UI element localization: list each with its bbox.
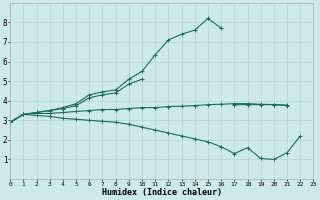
X-axis label: Humidex (Indice chaleur): Humidex (Indice chaleur) bbox=[102, 188, 222, 197]
